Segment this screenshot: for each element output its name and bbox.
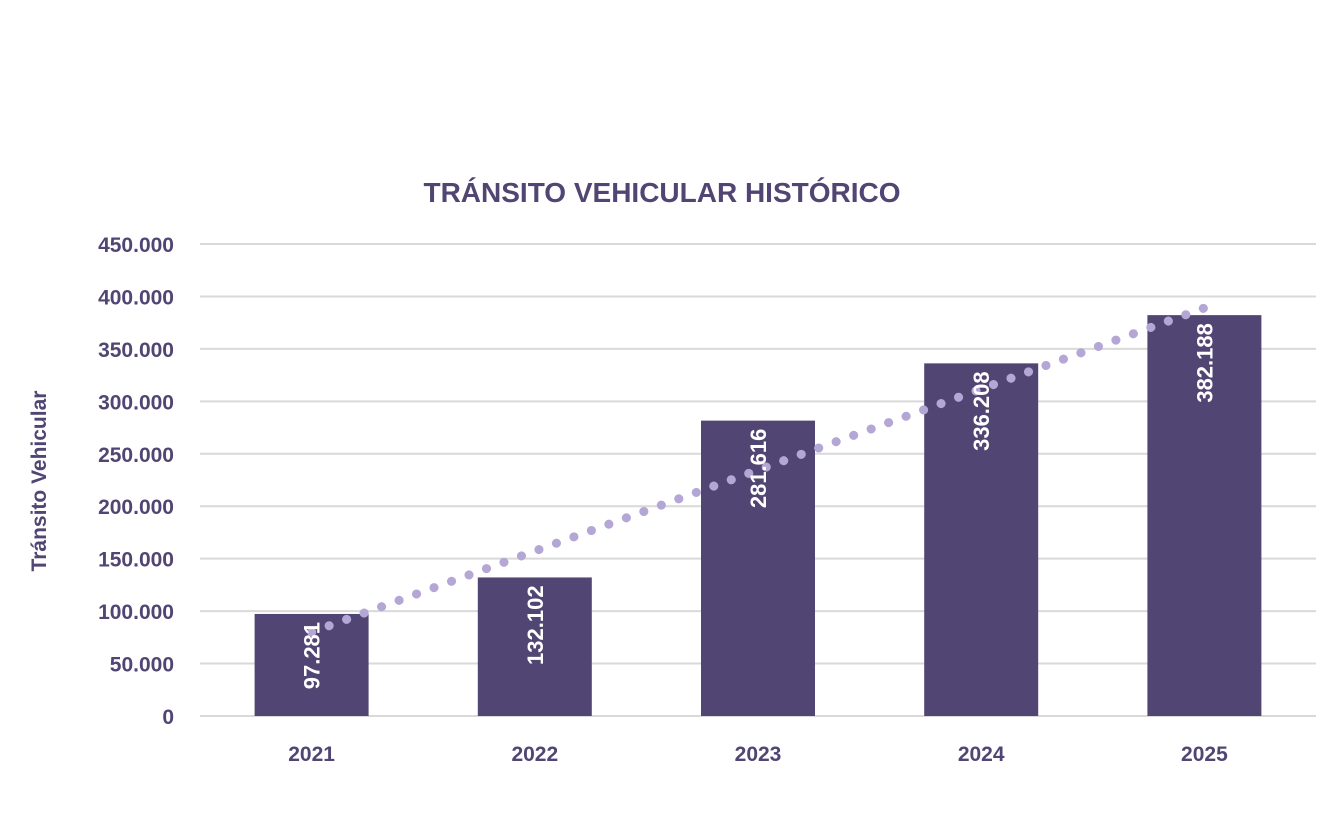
label-layer: 0 50.000 100.000 150.000 200.000 250.000 300.0… [98,234,1228,766]
bar-2022 [477,577,592,716]
y-tick-label: 150.000 [98,549,174,572]
y-tick-label: 0 [162,706,174,729]
y-tick-label: 450.000 [98,234,174,257]
y-tick-label: 50.000 [110,654,174,677]
y-tick-label: 350.000 [98,339,174,362]
x-tick-label: 2024 [958,743,1005,766]
data-label: 336.208 [969,371,994,451]
y-axis-title: Tránsito Vehicular [28,391,51,572]
y-tick-label: 400.000 [98,286,174,309]
y-tick-label: 300.000 [98,391,174,414]
bar-2025 [1147,315,1262,716]
data-label: 132.102 [523,585,548,665]
x-tick-label: 2022 [511,743,558,766]
bar-layer [254,315,1262,716]
y-tick-label: 100.000 [98,601,174,624]
x-tick-label: 2023 [735,743,782,766]
bar-2023 [701,420,815,716]
x-tick-label: 2025 [1181,743,1228,766]
x-tick-label: 2021 [288,743,335,766]
data-label: 97.281 [300,622,325,689]
data-label: 382.188 [1192,323,1217,403]
chart-title: TRÁNSITO VEHICULAR HISTÓRICO [423,177,900,208]
y-tick-label: 200.000 [98,496,174,519]
y-tick-label: 250.000 [98,444,174,467]
bar-2024 [924,363,1039,716]
data-label: 281.616 [746,429,771,509]
